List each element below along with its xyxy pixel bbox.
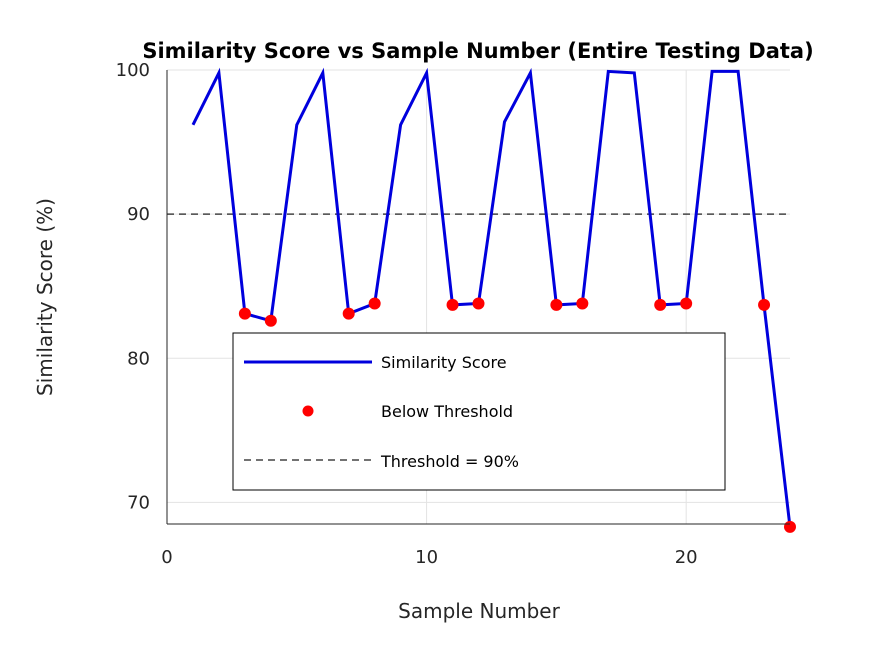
below-threshold-point-8 (368, 297, 381, 310)
similarity-line-layer (191, 67, 792, 528)
legend-marker-sample (302, 405, 314, 417)
chart-title: Similarity Score vs Sample Number (Entir… (142, 39, 813, 63)
below-threshold-point-19 (654, 298, 667, 311)
legend: Similarity Score Below Threshold Thresho… (232, 332, 726, 491)
x-tick-label-10: 10 (415, 547, 438, 568)
y-tick-label-80: 80 (127, 348, 150, 369)
below-threshold-point-20 (680, 297, 693, 310)
x-axis-label: Sample Number (398, 599, 560, 623)
below-threshold-point-11 (446, 298, 459, 311)
axes (166, 70, 790, 525)
y-tick-label-70: 70 (127, 492, 150, 513)
below-threshold-point-3 (238, 307, 251, 320)
tick-labels: 0 10 20 70 80 90 100 (116, 60, 698, 568)
below-threshold-point-12 (472, 297, 485, 310)
legend-label-similarity: Similarity Score (381, 353, 507, 372)
below-threshold-point-7 (342, 307, 355, 320)
below-threshold-point-15 (550, 298, 563, 311)
legend-label-below: Below Threshold (381, 402, 513, 421)
below-threshold-point-24 (784, 520, 796, 533)
y-axis-label: Similarity Score (%) (33, 198, 57, 396)
below-threshold-markers (238, 297, 796, 533)
below-threshold-point-16 (576, 297, 589, 310)
legend-box (232, 332, 726, 491)
x-tick-label-0: 0 (161, 547, 172, 568)
x-tick-label-20: 20 (675, 547, 698, 568)
y-tick-label-90: 90 (127, 204, 150, 225)
y-tick-label-100: 100 (116, 60, 150, 81)
similarity-score-line (191, 67, 792, 528)
below-threshold-point-4 (264, 314, 277, 327)
below-threshold-point-23 (758, 298, 771, 311)
legend-label-threshold: Threshold = 90% (380, 452, 519, 471)
